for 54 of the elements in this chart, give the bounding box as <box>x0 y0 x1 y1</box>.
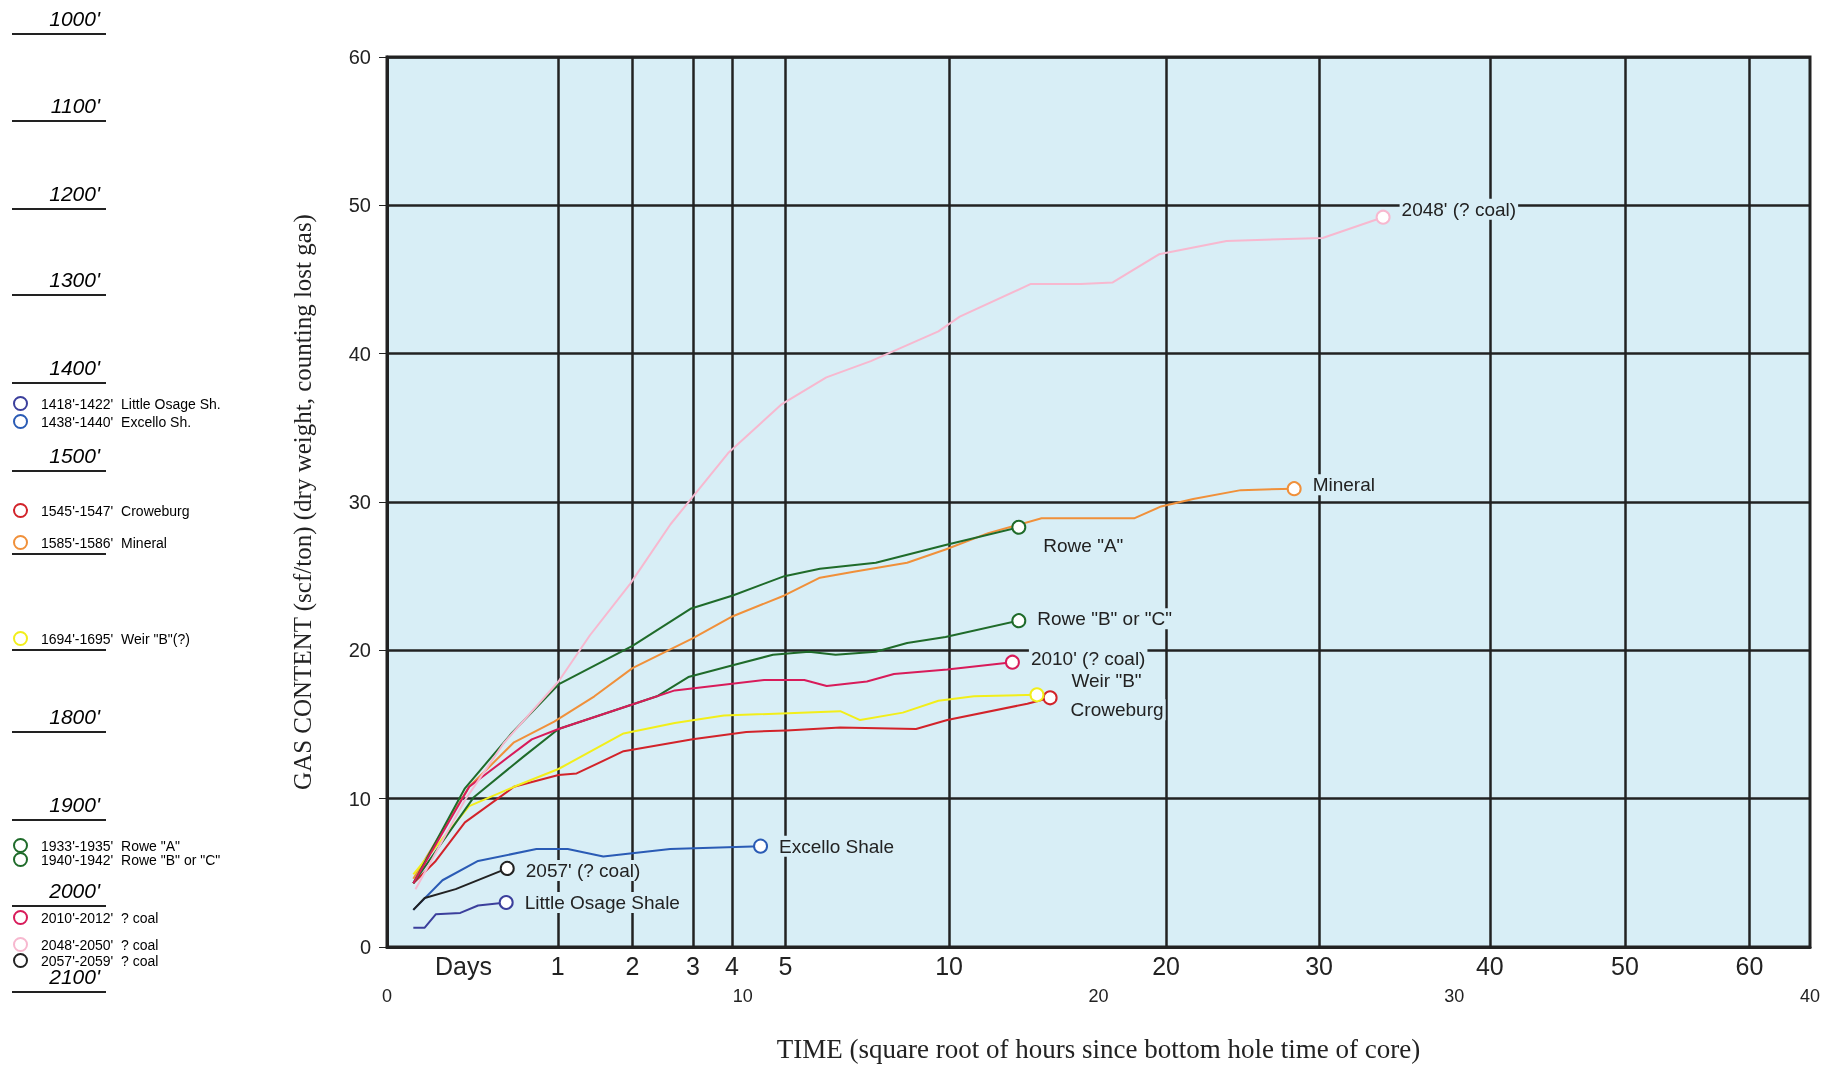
y-tick-label: 50 <box>348 194 371 217</box>
text: 3 <box>685 951 700 980</box>
series-label: Little Osage Shale <box>524 892 680 913</box>
y-axis-title: GAS CONTENT (scf/ton) (dry weight, counting lost gas) <box>289 214 317 790</box>
series-label: Rowe "A" <box>1043 534 1124 556</box>
x-tick-label: 20 <box>1088 986 1109 1006</box>
x-tick-label: 40 <box>1799 986 1821 1006</box>
series-label: 2010' (? coal) <box>1030 647 1146 669</box>
series-label: Weir "B" <box>1071 670 1142 692</box>
text: 5 <box>778 951 793 980</box>
text: 1800' <box>48 705 102 729</box>
text: 1438'-1440' Excello Sh. <box>41 414 192 430</box>
text: 2 <box>625 951 640 980</box>
y-tick-label: 40 <box>348 342 371 365</box>
x-axis-title: TIME (square root of hours since bottom hole time of core) <box>776 1033 1421 1064</box>
text: 10 <box>935 951 963 980</box>
y-tick-label: 10 <box>348 787 371 810</box>
text: 1100' <box>49 94 102 118</box>
text: 30 <box>1305 951 1333 980</box>
text: Days <box>435 952 492 981</box>
text: 1418'-1422' Little Osage Sh. <box>41 396 221 412</box>
text: 1585'-1586' Mineral <box>41 535 167 551</box>
text: 20 <box>1152 951 1180 980</box>
text: 1500' <box>48 444 102 468</box>
text: 2010'-2012' ? coal <box>41 910 159 926</box>
text: 4 <box>725 951 740 980</box>
text: 2048'-2050' ? coal <box>41 937 159 953</box>
text: 1900' <box>48 793 102 817</box>
y-tick-label: 20 <box>348 639 371 662</box>
series-label: Croweburg <box>1070 699 1164 721</box>
text: 1933'-1935' Rowe "A" <box>41 838 181 854</box>
x-tick-label: 0 <box>381 986 393 1006</box>
text: 1200' <box>48 182 102 206</box>
series-label: 2048' (? coal) <box>1401 198 1517 220</box>
x-tick-label: 10 <box>732 986 753 1006</box>
text: 1400' <box>48 356 102 380</box>
text: 1694'-1695' Weir "B"(?) <box>41 631 190 647</box>
y-tick-label: 0 <box>359 936 371 958</box>
series-label: Mineral <box>1312 474 1375 496</box>
series-label: 2057' (? coal) <box>525 859 641 881</box>
text: 60 <box>1735 951 1764 980</box>
text: 1300' <box>48 268 102 292</box>
series-label: Rowe "B" or "C" <box>1037 608 1172 630</box>
text: 50 <box>1611 951 1639 980</box>
text: 40 <box>1475 951 1504 980</box>
text: 1000' <box>48 7 102 31</box>
text: 1 <box>550 951 565 980</box>
text: 2000' <box>48 879 102 903</box>
text: 1940'-1942' Rowe "B" or "C" <box>41 852 221 868</box>
x-tick-label: 30 <box>1444 986 1465 1006</box>
series-label: Excello Shale <box>779 835 895 857</box>
y-tick-label: 60 <box>348 46 371 68</box>
text: 1545'-1547' Croweburg <box>41 503 190 519</box>
y-tick-label: 30 <box>348 491 371 513</box>
